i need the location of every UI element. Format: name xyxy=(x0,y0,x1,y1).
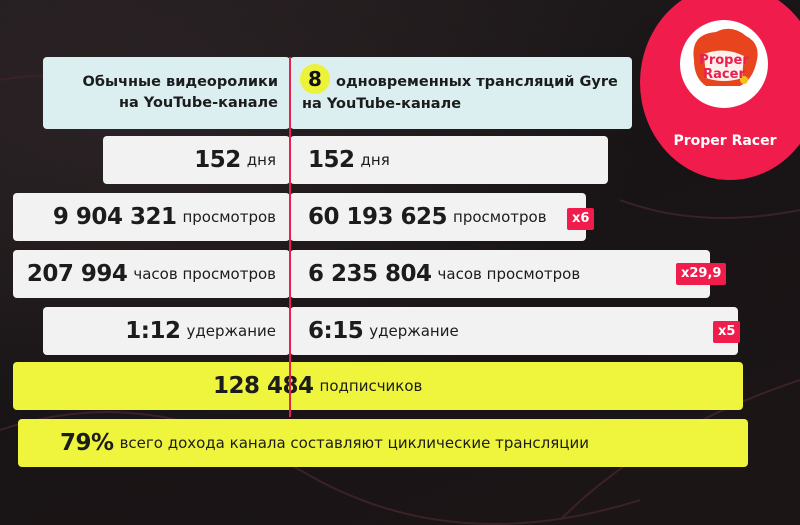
hours-left-value: 207 994 xyxy=(26,261,128,287)
header-gyre-streams: одновременных трансляций Gyre на YouTube… xyxy=(290,57,632,129)
proper-racer-logo-icon: Proper Racer xyxy=(680,20,768,108)
subscribers-label: подписчиков xyxy=(319,377,423,395)
retention-left-unit: удержание xyxy=(186,322,277,340)
header-regular-videos: Обычные видеоролики на YouTube-канале xyxy=(43,57,290,129)
subscribers-value: 128 484 xyxy=(213,373,314,399)
row-subscribers: 128 484 подписчиков xyxy=(13,362,743,410)
views-right-unit: просмотров xyxy=(453,208,547,226)
row-hours-right: 6 235 804 часов просмотров xyxy=(290,250,710,298)
retention-right-unit: удержание xyxy=(369,322,459,340)
header-left-line1: Обычные видеоролики xyxy=(82,74,279,90)
views-left-unit: просмотров xyxy=(182,208,276,226)
row-retention-right: 6:15 удержание xyxy=(290,307,738,355)
days-right-unit: дня xyxy=(360,151,390,169)
days-left-unit: дня xyxy=(246,151,276,169)
logo-text-proper: Proper xyxy=(699,53,749,68)
row-retention-left: 1:12 удержание xyxy=(43,307,290,355)
views-left-value: 9 904 321 xyxy=(52,204,177,230)
row-views-right: 60 193 625 просмотров xyxy=(290,193,586,241)
retention-left-value: 1:12 xyxy=(125,318,181,344)
views-multiplier-badge: x6 xyxy=(567,208,595,230)
retention-right-value: 6:15 xyxy=(308,318,364,344)
views-right-value: 60 193 625 xyxy=(308,204,448,230)
hours-multiplier-badge: x29,9 xyxy=(676,263,727,285)
row-hours-left: 207 994 часов просмотров xyxy=(13,250,290,298)
header-left-line2: на YouTube-канале xyxy=(118,95,278,111)
header-right-line2: на YouTube-канале xyxy=(302,96,462,112)
retention-multiplier-badge: x5 xyxy=(713,321,741,343)
days-left-value: 152 xyxy=(194,147,241,173)
logo-text-racer: Racer xyxy=(703,67,745,82)
header-right-line1: одновременных трансляций Gyre xyxy=(336,74,618,90)
streams-count-badge: 8 xyxy=(300,64,330,94)
row-days-left: 152 дня xyxy=(103,136,290,184)
row-revenue: 79% всего дохода канала составляют цикли… xyxy=(18,419,748,467)
channel-name: Proper Racer xyxy=(673,133,777,149)
revenue-label: всего дохода канала составляют циклическ… xyxy=(119,434,589,452)
hours-right-unit: часов просмотров xyxy=(437,265,581,283)
row-days-right: 152 дня xyxy=(290,136,608,184)
column-divider xyxy=(289,57,291,417)
row-views-left: 9 904 321 просмотров xyxy=(13,193,290,241)
hours-right-value: 6 235 804 xyxy=(308,261,432,287)
days-right-value: 152 xyxy=(308,147,355,173)
hours-left-unit: часов просмотров xyxy=(133,265,276,283)
revenue-value: 79% xyxy=(60,430,114,456)
